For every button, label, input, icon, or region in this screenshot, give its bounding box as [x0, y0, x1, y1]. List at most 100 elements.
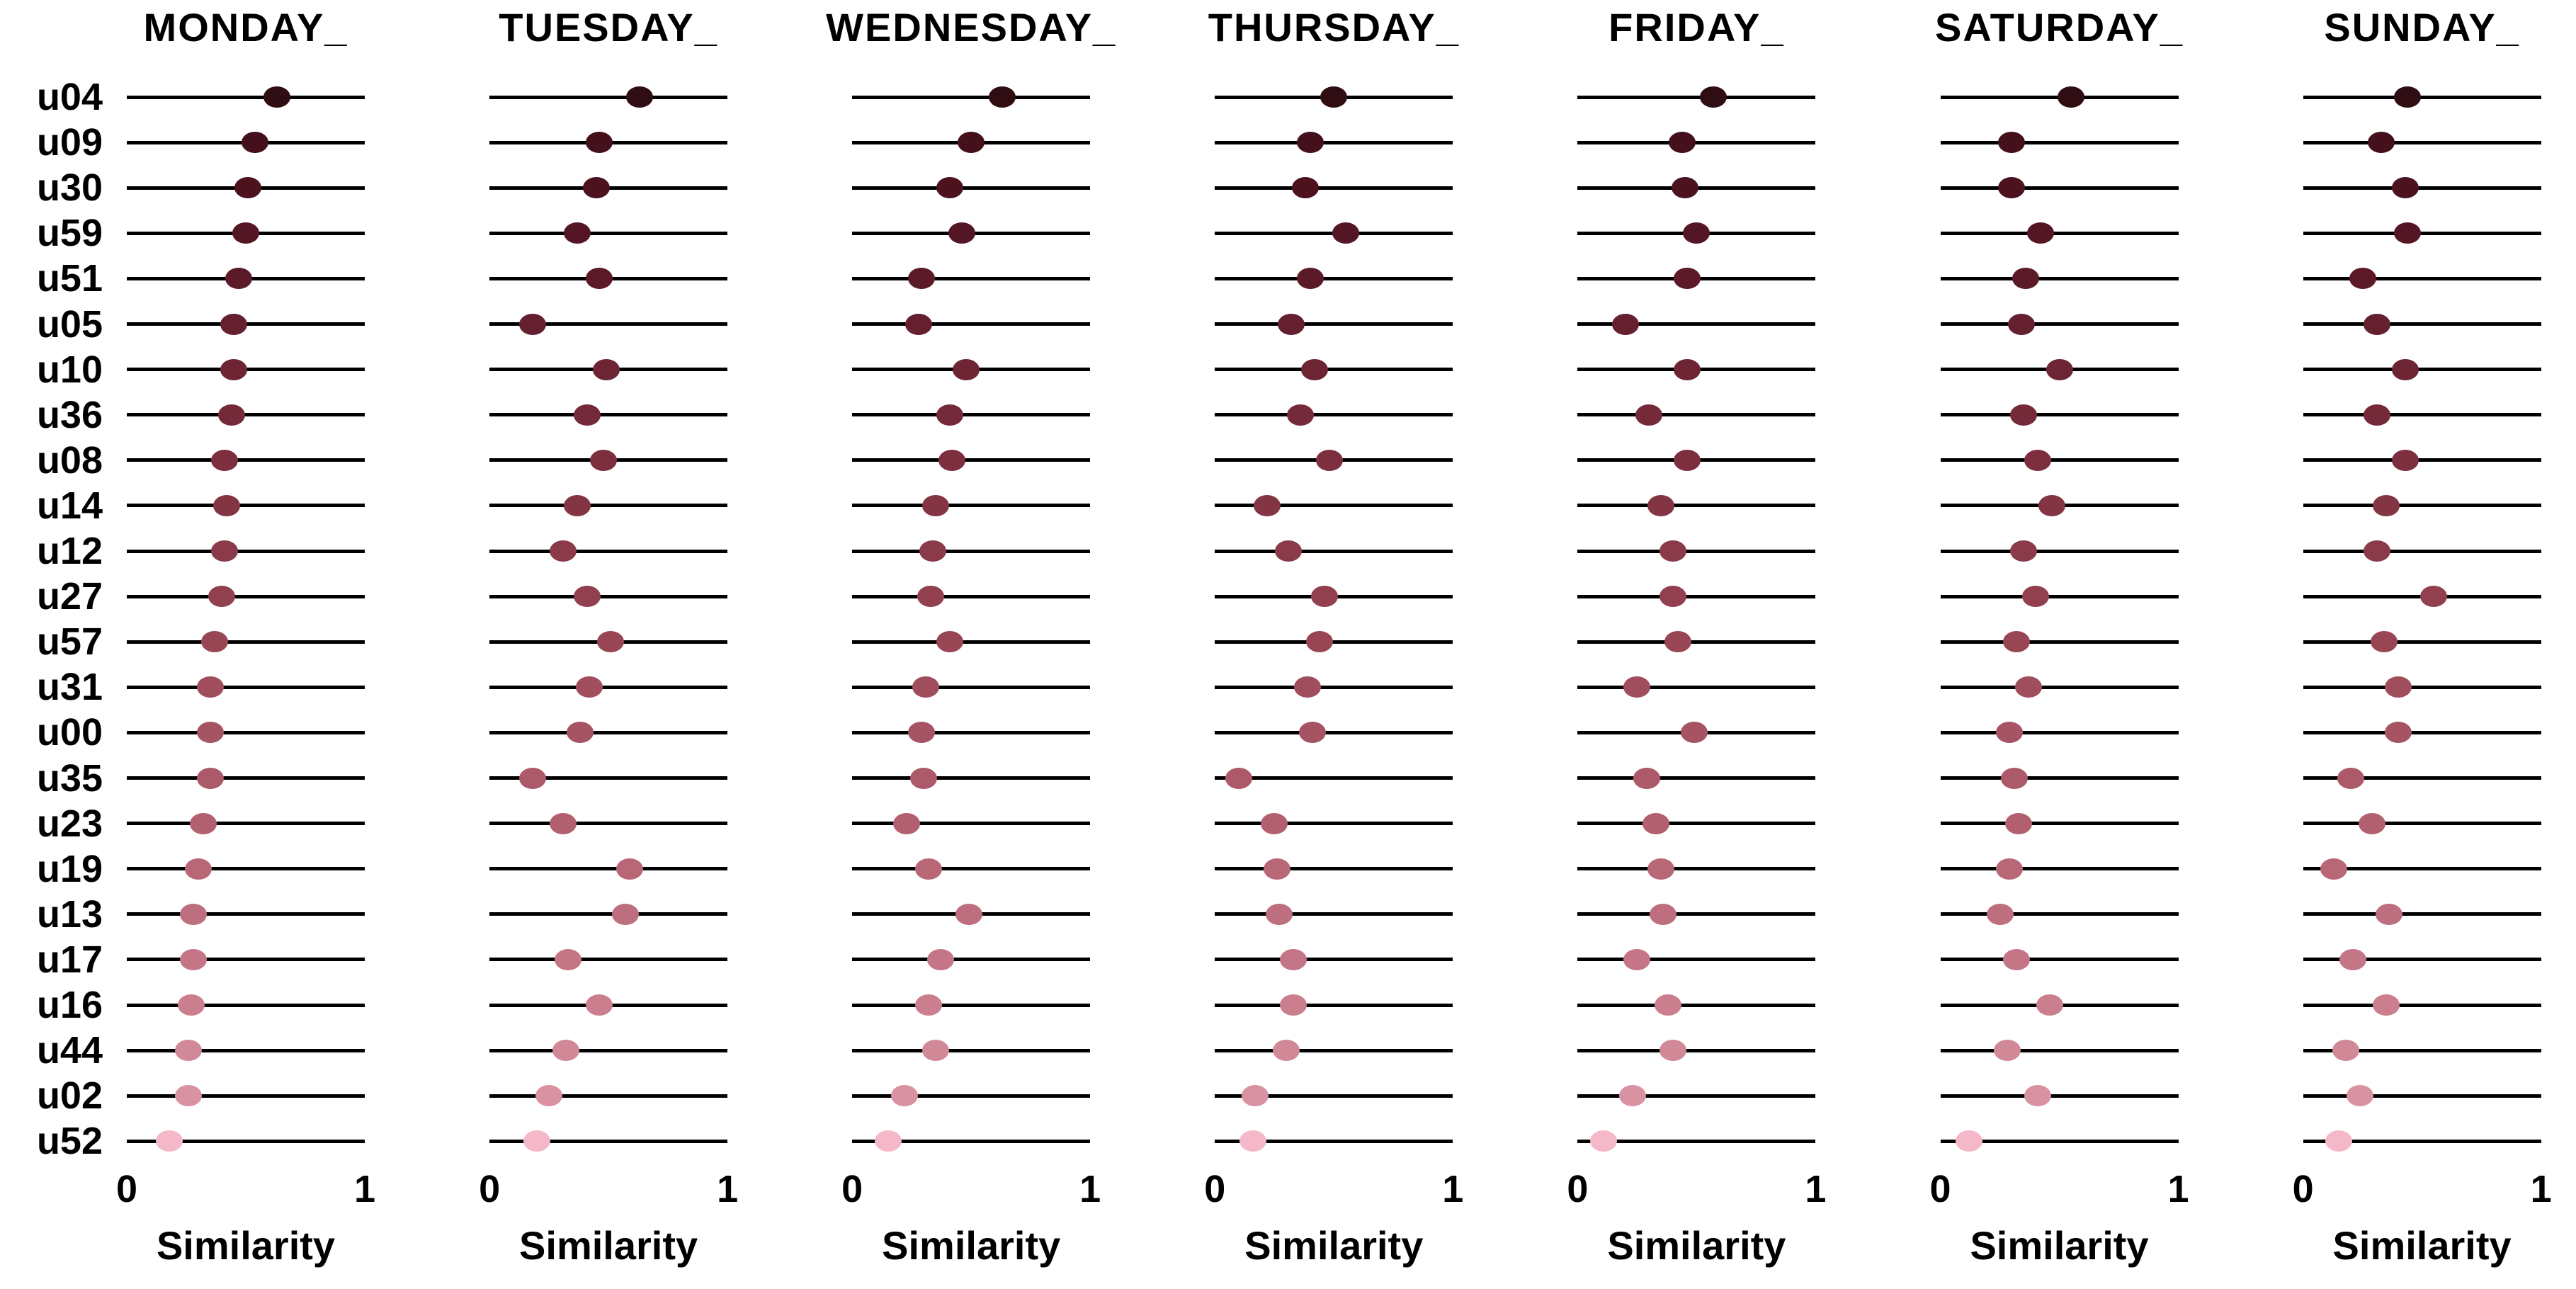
data-dot-tuesday-u00 — [566, 722, 594, 744]
axis-line-sunday-u31 — [2303, 685, 2541, 689]
panel-title-friday: FRIDAY_ — [1608, 5, 1785, 50]
data-dot-wednesday-u08 — [938, 449, 966, 471]
axis-line-monday-u27 — [127, 594, 365, 598]
row-label-u27: u27 — [36, 575, 103, 618]
data-dot-wednesday-u05 — [905, 313, 933, 335]
data-dot-thursday-u14 — [1254, 494, 1281, 516]
data-dot-tuesday-u35 — [518, 767, 546, 789]
data-dot-thursday-u12 — [1275, 540, 1303, 562]
data-dot-wednesday-u30 — [936, 177, 963, 199]
x-tick-0-friday: 0 — [1567, 1168, 1589, 1210]
axis-line-tuesday-u19 — [489, 867, 728, 871]
x-tick-0-saturday: 0 — [1929, 1168, 1951, 1210]
axis-line-wednesday-u44 — [852, 1048, 1091, 1052]
data-dot-thursday-u13 — [1266, 903, 1293, 925]
data-dot-friday-u19 — [1647, 858, 1674, 880]
row-label-u09: u09 — [36, 121, 103, 164]
data-dot-sunday-u27 — [2420, 586, 2448, 608]
data-dot-sunday-u44 — [2332, 1040, 2360, 1062]
axis-line-friday-u05 — [1577, 322, 1816, 326]
axis-line-tuesday-u00 — [489, 730, 728, 734]
axis-line-tuesday-u02 — [489, 1094, 728, 1098]
data-dot-sunday-u17 — [2339, 948, 2367, 970]
data-dot-tuesday-u23 — [550, 812, 577, 834]
axis-line-saturday-u57 — [1940, 640, 2179, 644]
row-label-u17: u17 — [36, 938, 103, 981]
x-axis-title-tuesday: Similarity — [519, 1223, 698, 1268]
axis-line-monday-u57 — [127, 640, 365, 644]
data-dot-tuesday-u59 — [564, 222, 591, 244]
data-dot-thursday-u36 — [1287, 404, 1315, 426]
axis-line-sunday-u05 — [2303, 322, 2541, 326]
data-dot-monday-u08 — [210, 449, 238, 471]
axis-line-thursday-u09 — [1215, 140, 1453, 144]
axis-line-saturday-u52 — [1940, 1139, 2179, 1143]
data-dot-monday-u10 — [220, 358, 248, 380]
data-dot-wednesday-u16 — [914, 994, 942, 1016]
data-dot-wednesday-u09 — [958, 132, 985, 154]
axis-line-friday-u17 — [1577, 958, 1816, 962]
data-dot-friday-u08 — [1673, 449, 1701, 471]
axis-line-sunday-u19 — [2303, 867, 2541, 871]
data-dot-tuesday-u52 — [523, 1130, 551, 1152]
axis-line-monday-u13 — [127, 912, 365, 916]
data-dot-wednesday-u51 — [907, 268, 935, 290]
data-dot-wednesday-u19 — [914, 858, 942, 880]
data-dot-tuesday-u27 — [573, 586, 601, 608]
axis-line-thursday-u23 — [1215, 822, 1453, 826]
data-dot-sunday-u05 — [2363, 313, 2390, 335]
axis-line-sunday-u16 — [2303, 1003, 2541, 1007]
axis-line-sunday-u36 — [2303, 413, 2541, 417]
axis-line-saturday-u36 — [1940, 413, 2179, 417]
data-dot-saturday-u31 — [2014, 676, 2042, 698]
axis-line-thursday-u13 — [1215, 912, 1453, 916]
data-dot-friday-u16 — [1655, 994, 1682, 1016]
data-dot-sunday-u31 — [2385, 676, 2412, 698]
data-dot-friday-u35 — [1633, 767, 1660, 789]
axis-line-thursday-u30 — [1215, 186, 1453, 190]
data-dot-sunday-u19 — [2320, 858, 2348, 880]
axis-line-monday-u44 — [127, 1048, 365, 1052]
data-dot-thursday-u16 — [1280, 994, 1307, 1016]
data-dot-sunday-u13 — [2375, 903, 2402, 925]
data-dot-monday-u04 — [263, 86, 290, 108]
row-label-u57: u57 — [36, 620, 103, 664]
axis-line-saturday-u09 — [1940, 140, 2179, 144]
data-dot-wednesday-u02 — [891, 1085, 919, 1107]
row-label-u10: u10 — [36, 348, 103, 391]
row-label-u35: u35 — [36, 756, 103, 800]
axis-line-thursday-u52 — [1215, 1139, 1453, 1143]
data-dot-thursday-u57 — [1306, 631, 1334, 653]
x-tick-1-wednesday: 1 — [1079, 1168, 1101, 1210]
axis-line-wednesday-u04 — [852, 95, 1091, 99]
data-dot-tuesday-u13 — [611, 903, 639, 925]
x-axis-title-saturday: Similarity — [1970, 1223, 2149, 1268]
data-dot-friday-u27 — [1659, 586, 1686, 608]
axis-line-monday-u16 — [127, 1003, 365, 1007]
axis-line-sunday-u52 — [2303, 1139, 2541, 1143]
axis-line-thursday-u05 — [1215, 322, 1453, 326]
data-dot-thursday-u04 — [1320, 86, 1348, 108]
data-dot-friday-u51 — [1673, 268, 1701, 290]
data-dot-thursday-u19 — [1263, 858, 1290, 880]
axis-line-tuesday-u13 — [489, 912, 728, 916]
data-dot-wednesday-u14 — [921, 494, 949, 516]
data-dot-saturday-u44 — [1993, 1040, 2021, 1062]
data-dot-saturday-u14 — [2038, 494, 2066, 516]
axis-line-tuesday-u35 — [489, 776, 728, 780]
data-dot-sunday-u02 — [2347, 1085, 2374, 1107]
data-dot-monday-u59 — [232, 222, 259, 244]
data-dot-friday-u59 — [1683, 222, 1710, 244]
axis-line-thursday-u00 — [1215, 730, 1453, 734]
data-dot-saturday-u05 — [2007, 313, 2035, 335]
axis-line-tuesday-u12 — [489, 549, 728, 553]
axis-line-tuesday-u04 — [489, 95, 728, 99]
axis-line-wednesday-u16 — [852, 1003, 1091, 1007]
axis-line-wednesday-u05 — [852, 322, 1091, 326]
data-dot-monday-u19 — [184, 858, 212, 880]
row-label-u44: u44 — [36, 1029, 103, 1072]
x-tick-0-wednesday: 0 — [841, 1168, 863, 1210]
row-label-u04: u04 — [36, 76, 103, 118]
axis-line-wednesday-u57 — [852, 640, 1091, 644]
